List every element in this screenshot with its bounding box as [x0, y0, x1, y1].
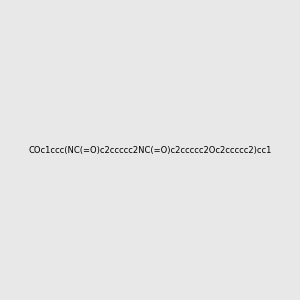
Text: COc1ccc(NC(=O)c2ccccc2NC(=O)c2ccccc2Oc2ccccc2)cc1: COc1ccc(NC(=O)c2ccccc2NC(=O)c2ccccc2Oc2c…	[28, 146, 272, 154]
